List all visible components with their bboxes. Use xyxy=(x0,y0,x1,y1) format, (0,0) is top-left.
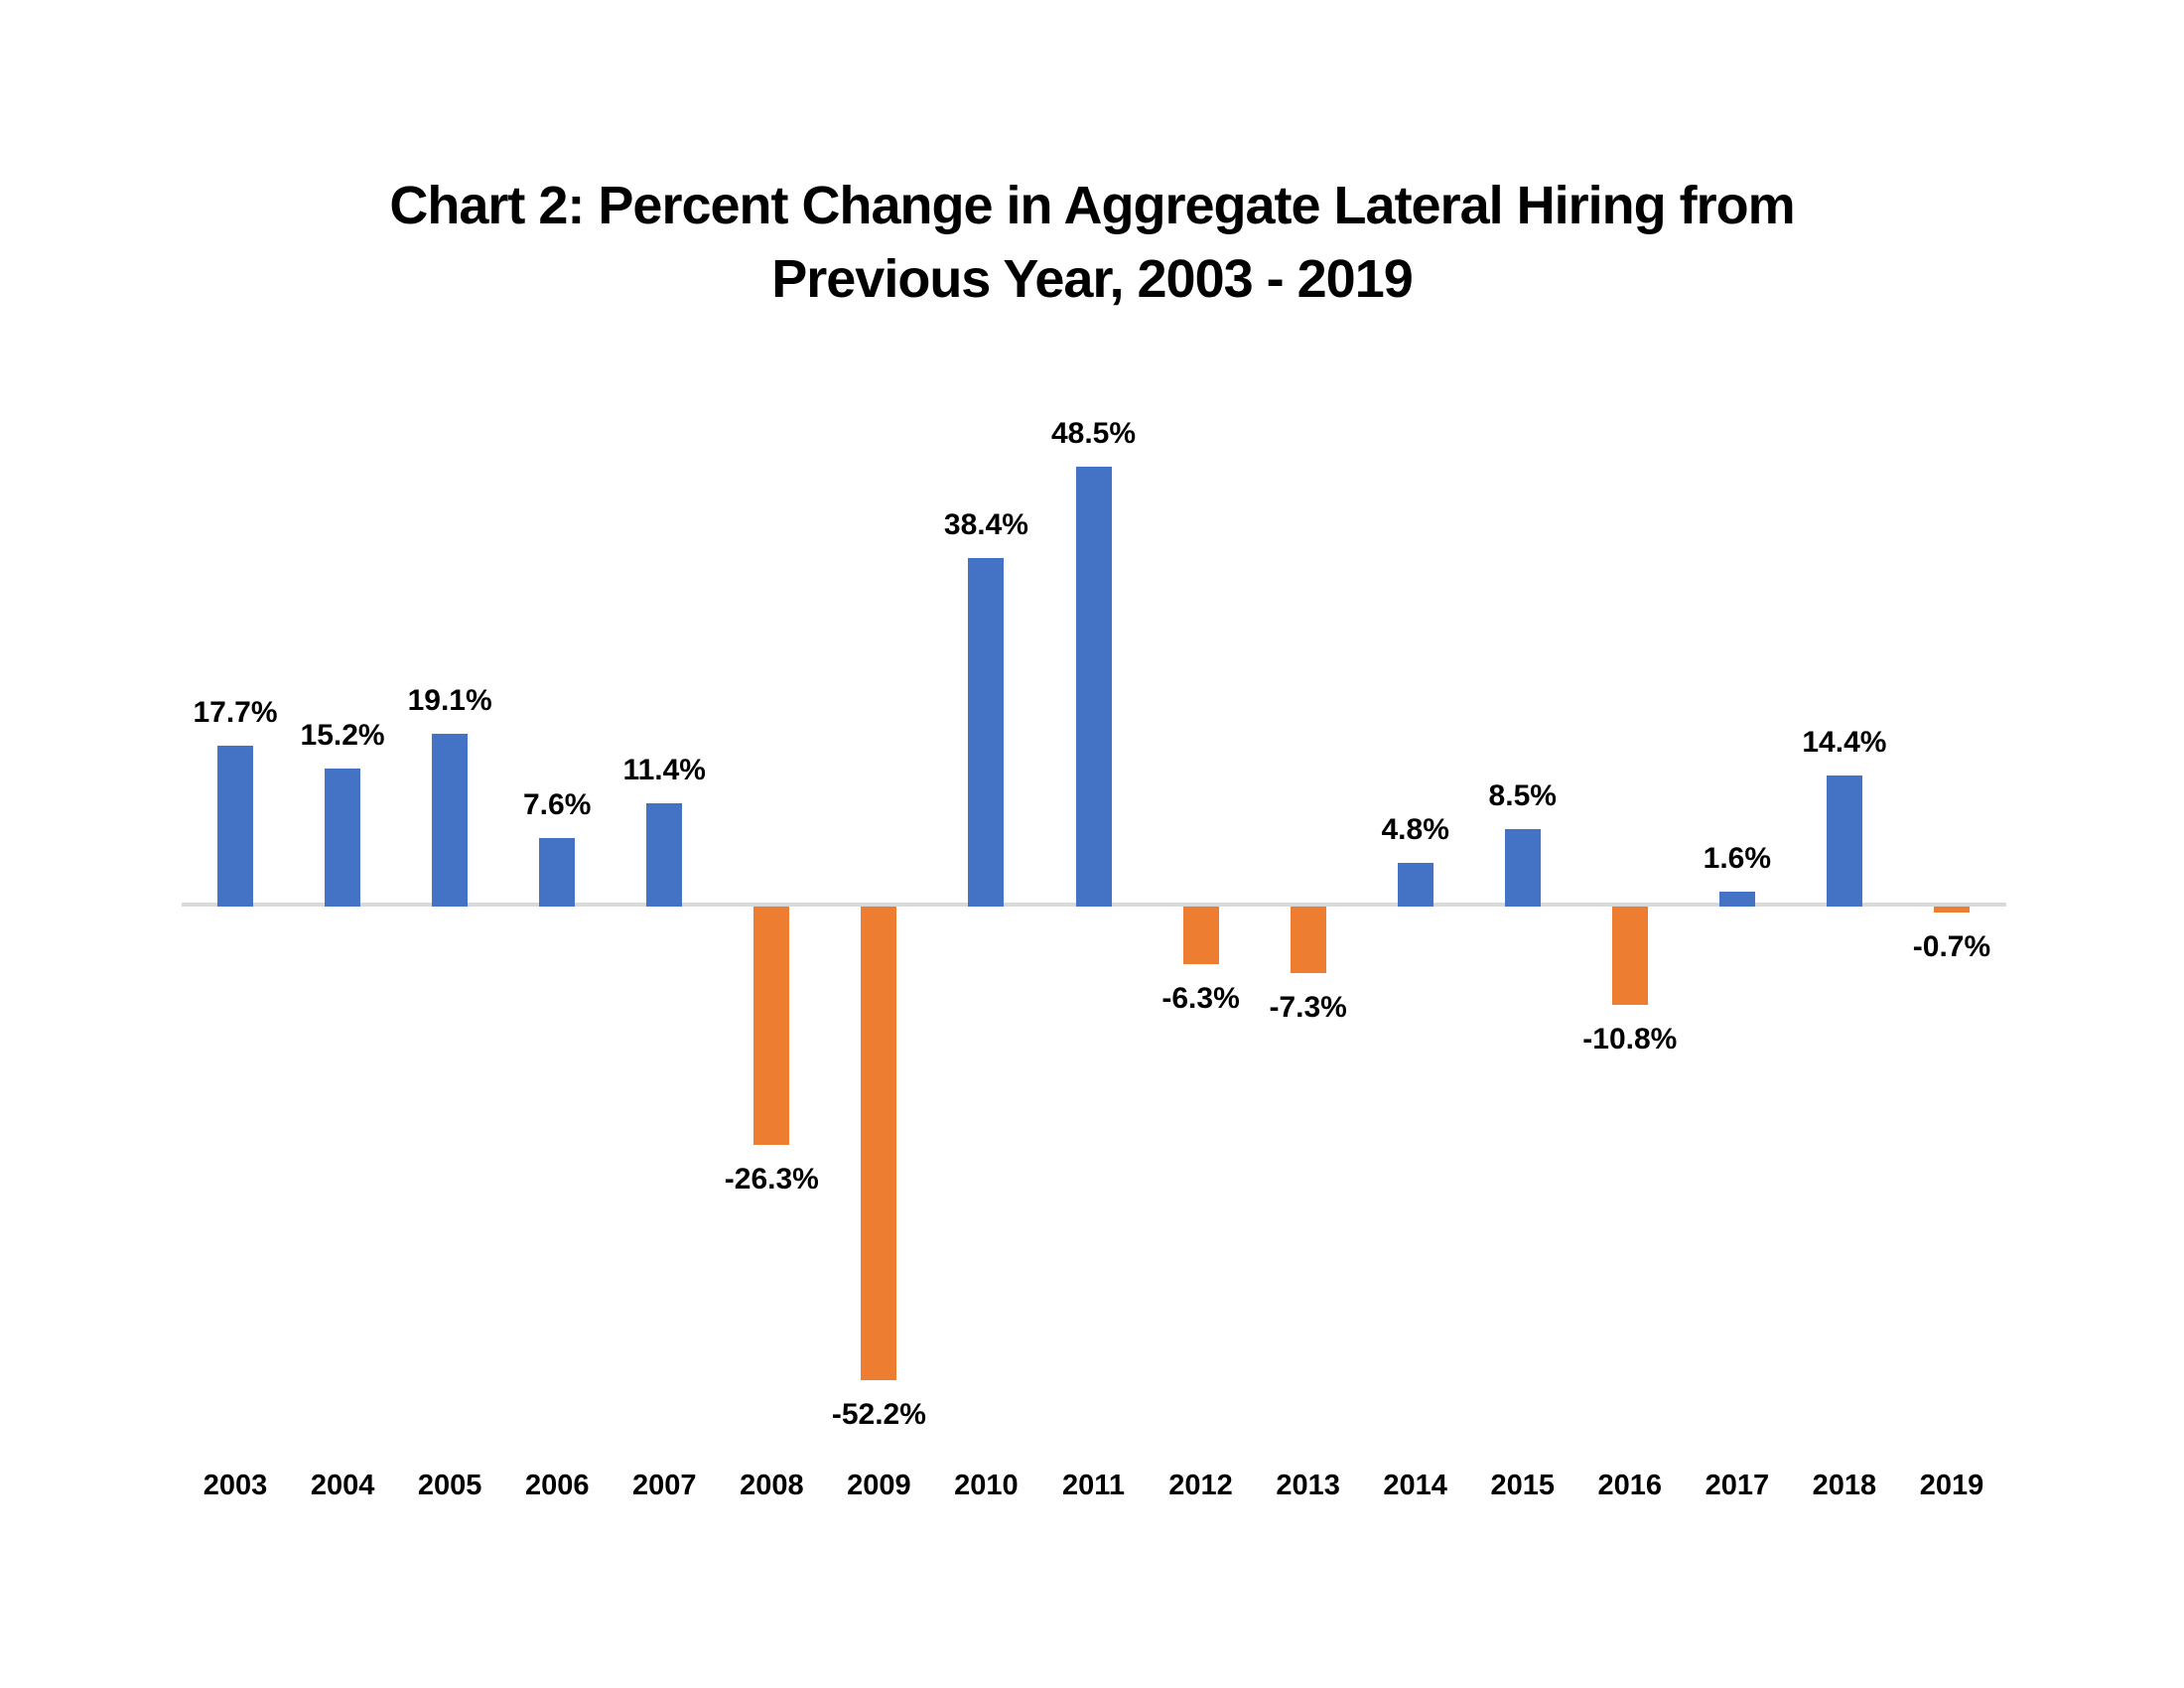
x-tick-label-2007: 2007 xyxy=(632,1470,697,1501)
value-label-2006: 7.6% xyxy=(523,788,592,821)
x-tick-label-2014: 2014 xyxy=(1383,1470,1447,1501)
bar-2014 xyxy=(1397,863,1433,907)
x-tick-label-2017: 2017 xyxy=(1705,1470,1770,1501)
bar-2003 xyxy=(217,746,254,907)
x-tick-label-2019: 2019 xyxy=(1919,1470,1984,1501)
bar-2009 xyxy=(861,907,897,1380)
bar-2007 xyxy=(646,803,683,907)
bar-2019 xyxy=(1933,907,1970,913)
bar-2016 xyxy=(1611,907,1648,1005)
bar-2005 xyxy=(432,734,469,907)
bar-2010 xyxy=(968,558,1005,907)
x-tick-label-2012: 2012 xyxy=(1168,1470,1233,1501)
x-tick-label-2011: 2011 xyxy=(1062,1470,1125,1501)
x-tick-label-2018: 2018 xyxy=(1812,1470,1877,1501)
value-label-2013: -7.3% xyxy=(1269,991,1347,1024)
chart-title: Chart 2: Percent Change in Aggregate Lat… xyxy=(0,169,2184,316)
bar-2012 xyxy=(1182,907,1219,964)
x-tick-label-2009: 2009 xyxy=(847,1470,911,1501)
x-tick-label-2005: 2005 xyxy=(417,1470,482,1501)
value-label-2012: -6.3% xyxy=(1161,982,1240,1015)
value-label-2018: 14.4% xyxy=(1802,726,1887,759)
x-tick-label-2015: 2015 xyxy=(1490,1470,1555,1501)
value-label-2003: 17.7% xyxy=(193,696,278,729)
bar-2004 xyxy=(325,769,361,907)
x-tick-label-2013: 2013 xyxy=(1276,1470,1340,1501)
value-label-2015: 8.5% xyxy=(1488,779,1557,812)
x-tick-label-2006: 2006 xyxy=(524,1470,590,1501)
value-label-2019: -0.7% xyxy=(1912,930,1991,963)
value-label-2010: 38.4% xyxy=(943,508,1028,541)
x-tick-label-2016: 2016 xyxy=(1597,1470,1663,1501)
value-label-2008: -26.3% xyxy=(724,1163,819,1196)
value-label-2017: 1.6% xyxy=(1703,842,1772,875)
chart-title-line1: Chart 2: Percent Change in Aggregate Lat… xyxy=(389,176,1795,235)
bar-2008 xyxy=(753,907,790,1145)
bar-2018 xyxy=(1826,775,1862,907)
value-label-2004: 15.2% xyxy=(300,719,385,752)
x-tick-label-2008: 2008 xyxy=(740,1470,804,1501)
bar-2013 xyxy=(1290,907,1326,973)
value-label-2009: -52.2% xyxy=(831,1398,926,1431)
value-label-2011: 48.5% xyxy=(1050,417,1137,450)
value-label-2007: 11.4% xyxy=(622,754,706,786)
x-tick-label-2004: 2004 xyxy=(310,1470,375,1501)
bar-2015 xyxy=(1504,829,1541,907)
value-label-2016: -10.8% xyxy=(1582,1023,1678,1055)
chart-title-line2: Previous Year, 2003 - 2019 xyxy=(771,249,1414,309)
bar-2017 xyxy=(1718,892,1755,907)
value-label-2005: 19.1% xyxy=(407,684,492,717)
bar-2006 xyxy=(539,838,576,907)
x-tick-label-2010: 2010 xyxy=(954,1470,1019,1501)
bar-2011 xyxy=(1075,467,1112,907)
value-label-2014: 4.8% xyxy=(1381,813,1449,846)
x-tick-label-2003: 2003 xyxy=(203,1470,268,1501)
